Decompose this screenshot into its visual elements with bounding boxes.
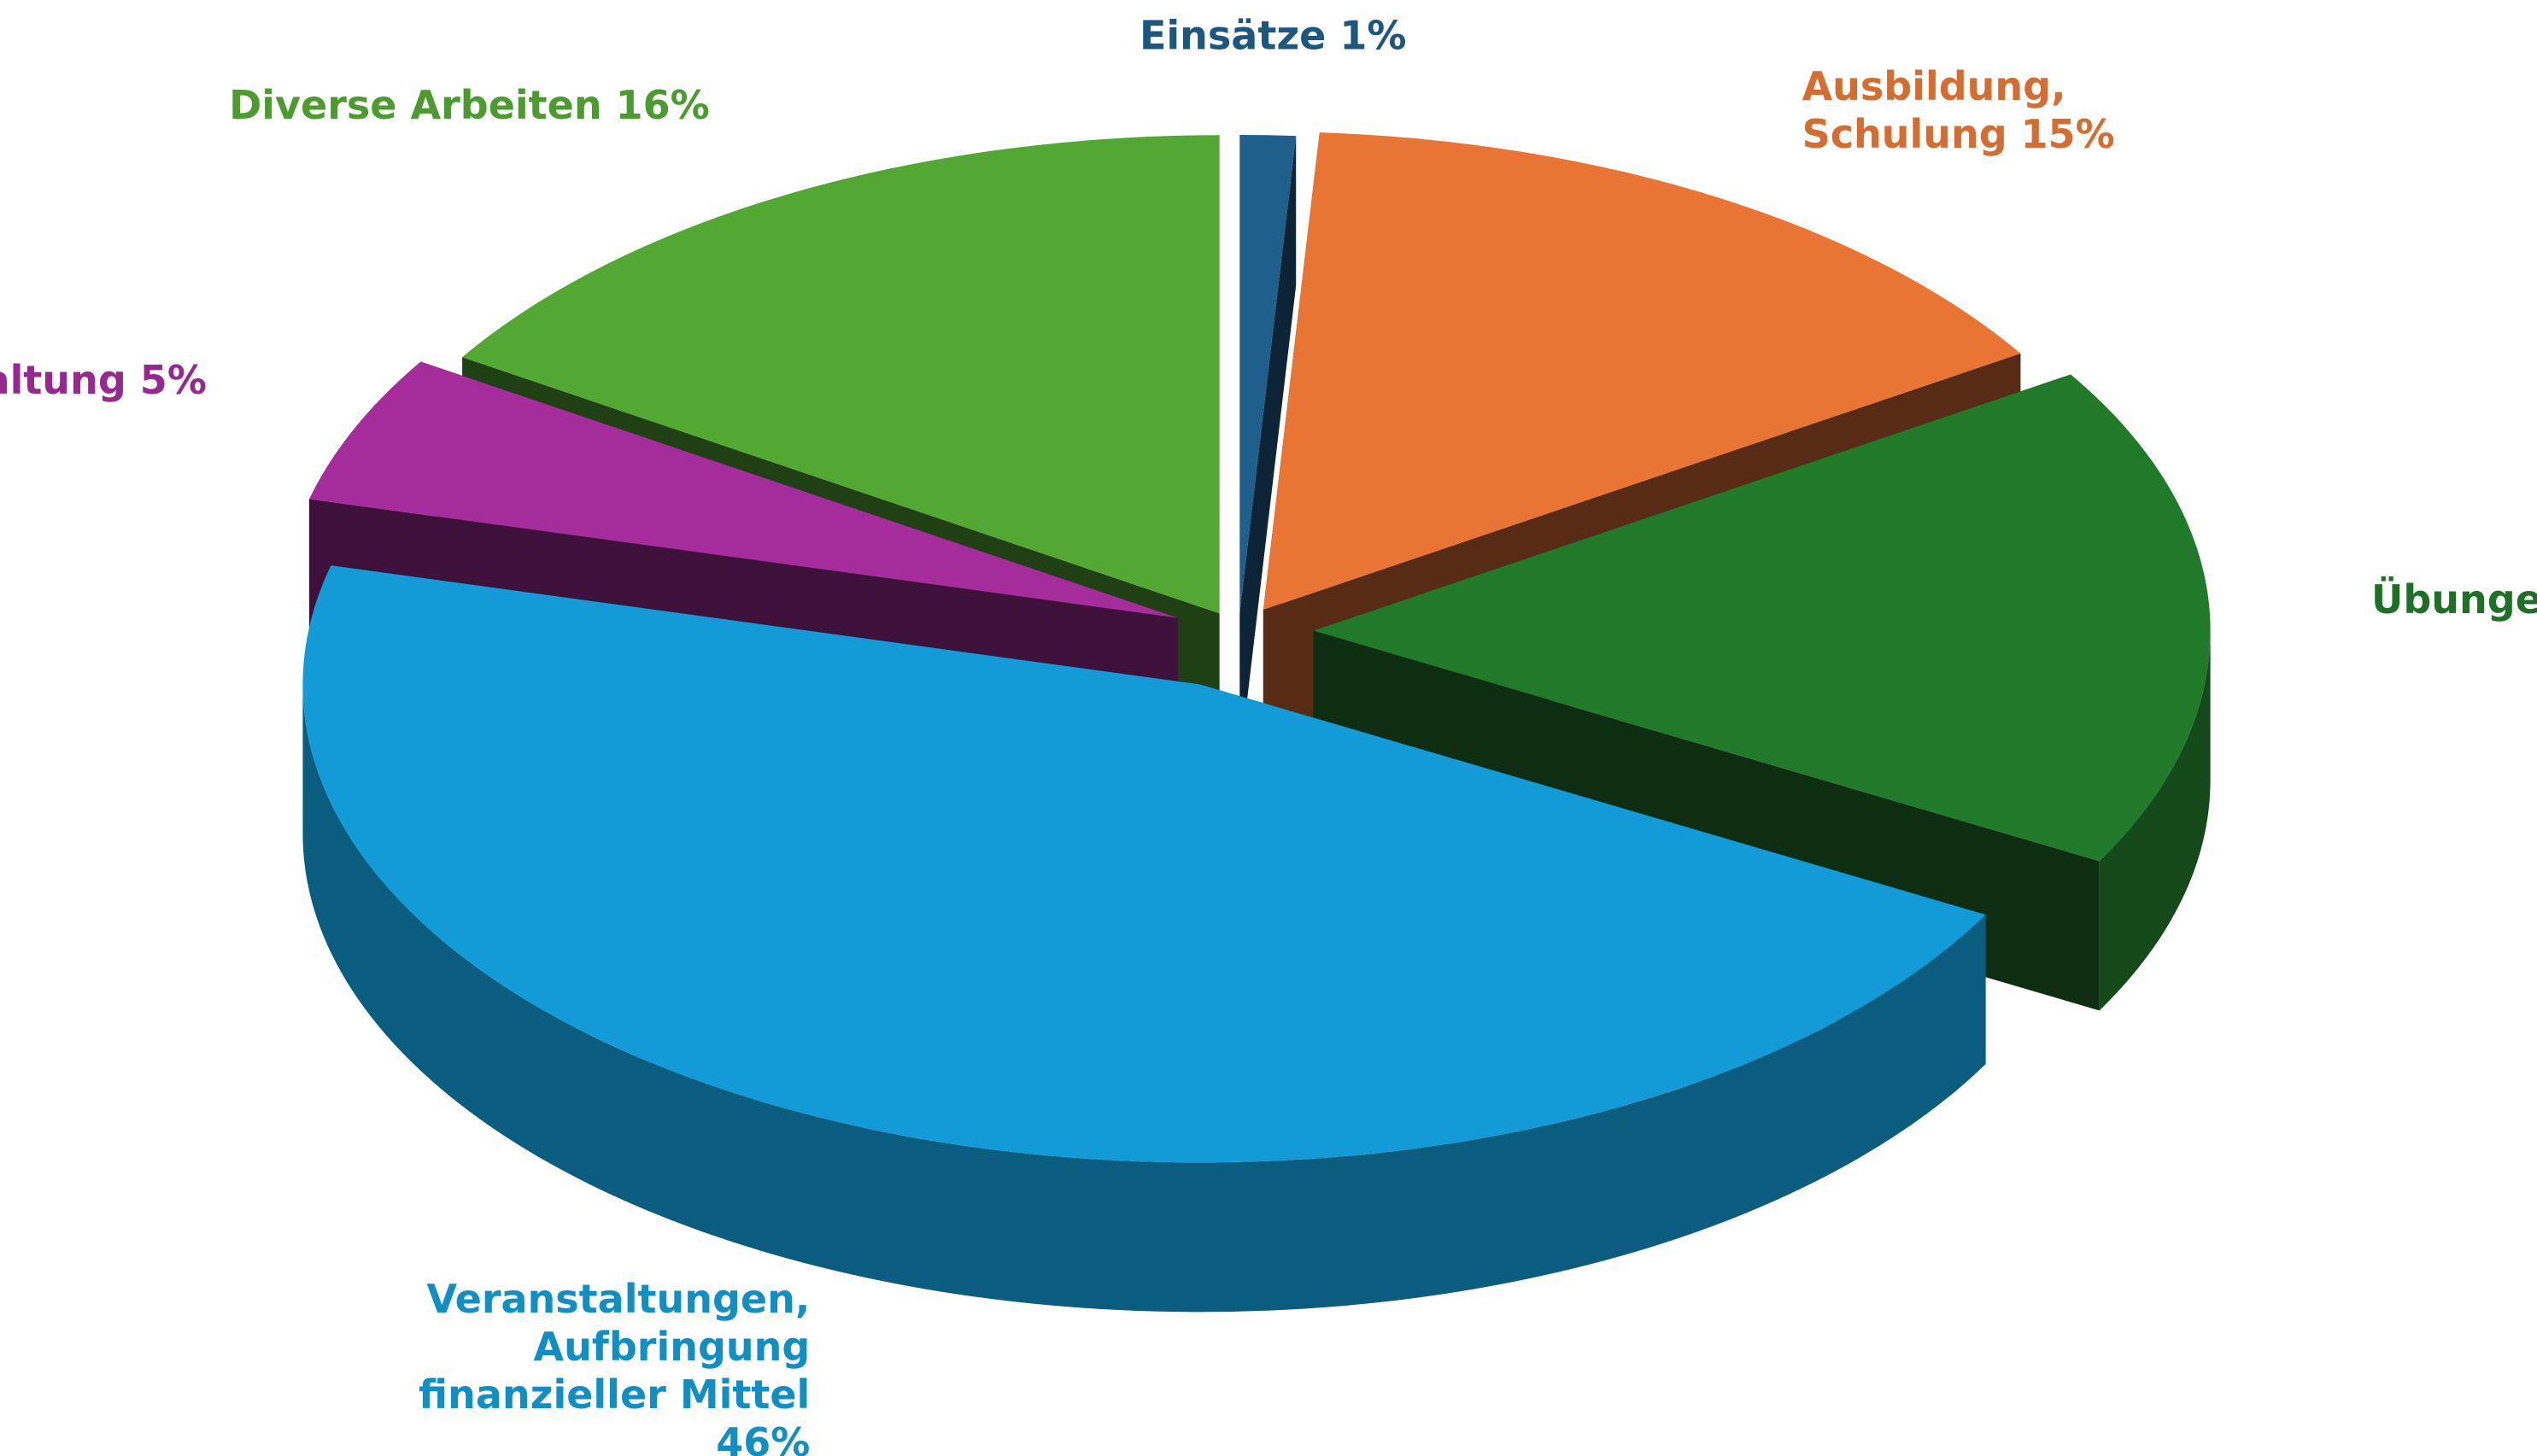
slice-label-line: Schulung 15% [1802, 111, 2115, 157]
slice-outer-wall [2099, 630, 2211, 1011]
slice-label-line: finanzieller Mittel [419, 1371, 810, 1418]
slice-tops [302, 132, 2211, 1163]
slice-label-line: 46% [716, 1419, 810, 1456]
pie-slice [462, 135, 1220, 614]
slice-label: Übungen 17% [2371, 576, 2537, 623]
slice-label-line: Einsätze 1% [1140, 13, 1406, 59]
slice-label-line: Übungen 17% [2371, 576, 2537, 623]
slice-label: Veranstaltungen, Aufbringung finanzieller … [419, 1276, 810, 1456]
slice-label-line: Verwaltung 5% [0, 357, 207, 403]
slice-label-line: Ausbildung, [1802, 63, 2066, 109]
pie-slice [1239, 135, 1297, 614]
pie-slice [1263, 132, 2021, 610]
slice-labels: Einsätze 1% Ausbildung, Schulung 15% Übunge… [0, 13, 2537, 1456]
slice-label: Ausbildung, Schulung 15% [1802, 63, 2115, 157]
slice-label-line: Veranstaltungen, [427, 1276, 811, 1322]
slice-side-wall [1239, 136, 1297, 763]
slice-label: Diverse Arbeiten 16% [229, 82, 710, 128]
slice-outer-wall [302, 684, 1986, 1313]
slice-label: Einsätze 1% [1140, 13, 1406, 59]
slice-label: Verwaltung 5% [0, 357, 207, 403]
slice-label-line: Aufbringung [533, 1324, 810, 1370]
pie-slice [309, 361, 1179, 618]
slice-label-line: Diverse Arbeiten 16% [229, 82, 710, 128]
pie-slice [302, 565, 1986, 1163]
pie-slice [1313, 374, 2211, 862]
